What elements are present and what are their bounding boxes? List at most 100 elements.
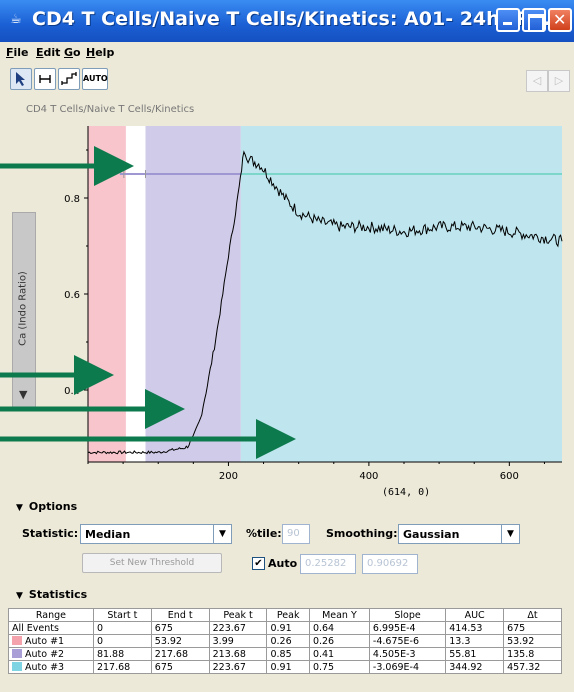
y-tick-label: 0.8 — [64, 194, 80, 205]
column-header[interactable]: Range — [8, 608, 94, 622]
table-cell: 0.26 — [308, 634, 370, 648]
triangle-down-icon: ▼ — [19, 388, 28, 401]
percentile-label: %tile: — [246, 527, 282, 540]
smoothing-value: Gaussian — [403, 528, 460, 541]
column-header[interactable]: Peak — [266, 608, 310, 622]
auto-gate-icon: AUTO — [83, 74, 108, 83]
statistics-table: Range Start t End t Peak t Peak Mean Y S… — [8, 608, 562, 674]
table-cell: 0 — [92, 634, 152, 648]
range-color-swatch — [12, 635, 22, 645]
pointer-tool-button[interactable] — [10, 68, 32, 90]
table-cell: 0.64 — [308, 621, 370, 635]
table-cell: 457.32 — [503, 660, 562, 674]
table-cell: 55.81 — [445, 647, 505, 661]
column-header[interactable]: Peak t — [208, 608, 268, 622]
table-cell: 675 — [150, 660, 210, 674]
next-icon: ▷ — [554, 74, 564, 87]
range-label: All Events — [12, 622, 59, 634]
step-gate-button[interactable] — [58, 68, 80, 90]
table-row[interactable]: Auto #2 81.88 217.68 213.68 0.85 0.41 4.505E-3… — [8, 647, 562, 661]
auto-checkbox[interactable]: ✔ — [252, 557, 265, 570]
auto-label: Auto — [268, 557, 298, 570]
table-cell: 135.8 — [503, 647, 562, 661]
x-tick-label: 200 — [219, 471, 238, 482]
percentile-input[interactable]: 90 — [282, 524, 310, 544]
table-cell: -3.069E-4 — [368, 660, 447, 674]
column-header[interactable]: Δt — [503, 608, 562, 622]
column-header[interactable]: Start t — [92, 608, 152, 622]
statistic-label: Statistic: — [22, 527, 79, 540]
menu-edit[interactable]: Edit — [36, 46, 61, 59]
next-button[interactable]: ▷ — [548, 70, 570, 92]
y-tick-label: 0.4 — [64, 386, 80, 397]
column-header[interactable]: Mean Y — [308, 608, 370, 622]
pointer-icon — [16, 72, 25, 86]
table-cell: -4.675E-6 — [368, 634, 447, 648]
table-row[interactable]: All Events 0 675 223.67 0.91 0.64 6.995E-4 414.… — [8, 621, 562, 635]
table-cell: 4.505E-3 — [368, 647, 447, 661]
table-cell: 0.91 — [266, 621, 310, 635]
column-header[interactable]: AUC — [445, 608, 505, 622]
statistic-select[interactable]: Median ▼ — [80, 524, 232, 544]
range-gate-button[interactable] — [34, 68, 56, 90]
menu-go[interactable]: Go — [64, 46, 81, 59]
table-cell: 3.99 — [208, 634, 268, 648]
range-cell: All Events — [8, 621, 94, 635]
table-row[interactable]: Auto #1 0 53.92 3.99 0.26 0.26 -4.675E-6 13.3 53… — [8, 634, 562, 648]
statistics-section-header[interactable]: ▼ Statistics — [16, 588, 88, 601]
table-cell: 0.85 — [266, 647, 310, 661]
table-cell: 0 — [92, 621, 152, 635]
region-auto-1 — [88, 126, 126, 462]
close-button[interactable] — [548, 8, 572, 32]
maximize-button[interactable] — [522, 8, 546, 32]
range-cell: Auto #2 — [8, 647, 94, 661]
statistic-value: Median — [85, 528, 131, 541]
column-header[interactable]: Slope — [368, 608, 447, 622]
table-cell: 13.3 — [445, 634, 505, 648]
table-cell: 0.91 — [266, 660, 310, 674]
table-cell: 223.67 — [208, 621, 268, 635]
y-tick-label: 0.6 — [64, 290, 80, 301]
column-header[interactable]: End t — [150, 608, 210, 622]
auto-gate-button[interactable]: AUTO — [82, 68, 108, 90]
table-cell: 81.88 — [92, 647, 152, 661]
table-cell: 414.53 — [445, 621, 505, 635]
kinetics-series-line — [87, 150, 563, 455]
java-cup-icon: ☕ — [10, 12, 22, 27]
smoothing-select[interactable]: Gaussian ▼ — [398, 524, 520, 544]
table-cell: 217.68 — [150, 647, 210, 661]
cursor-readout: (614, 0) — [382, 487, 431, 498]
x-tick-label: 600 — [500, 471, 519, 482]
set-new-threshold-button[interactable]: Set New Threshold — [82, 553, 222, 573]
title-bar: ☕ CD4 T Cells/Naive T Cells/Kinetics: A0… — [0, 0, 574, 42]
table-cell: 53.92 — [503, 634, 562, 648]
table-cell: 217.68 — [92, 660, 152, 674]
range-gate-icon — [39, 75, 51, 83]
range-label: Auto #3 — [25, 661, 65, 673]
kinetics-plot[interactable]: 200 400 600 0.4 0.6 0.8 — [0, 0, 574, 500]
menu-file[interactable]: File — [6, 46, 29, 59]
table-cell: 213.68 — [208, 647, 268, 661]
table-row[interactable]: Auto #3 217.68 675 223.67 0.91 0.75 -3.069E-4 3… — [8, 660, 562, 674]
threshold-low-input[interactable]: 0.25282 — [300, 554, 356, 574]
table-header-row: Range Start t End t Peak t Peak Mean Y S… — [8, 608, 562, 622]
options-section-header[interactable]: ▼ Options — [16, 500, 78, 513]
table-cell: 344.92 — [445, 660, 505, 674]
range-color-swatch — [12, 661, 22, 671]
window-title: CD4 T Cells/Naive T Cells/Kinetics: A01-… — [32, 8, 566, 30]
table-cell: 53.92 — [150, 634, 210, 648]
table-cell: 223.67 — [208, 660, 268, 674]
previous-button[interactable]: ◁ — [526, 70, 548, 92]
table-cell: 0.41 — [308, 647, 370, 661]
smoothing-label: Smoothing: — [326, 527, 398, 540]
collapse-triangle-icon: ▼ — [16, 591, 23, 601]
menu-bar: File Edit Go Help — [0, 42, 574, 64]
region-auto-3 — [240, 126, 562, 462]
collapse-triangle-icon: ▼ — [16, 503, 23, 513]
menu-help[interactable]: Help — [86, 46, 115, 59]
range-cell: Auto #3 — [8, 660, 94, 674]
threshold-high-input[interactable]: 0.90692 — [362, 554, 418, 574]
table-cell: 675 — [150, 621, 210, 635]
minimize-button[interactable] — [496, 8, 520, 32]
chevron-down-icon: ▼ — [213, 525, 231, 543]
